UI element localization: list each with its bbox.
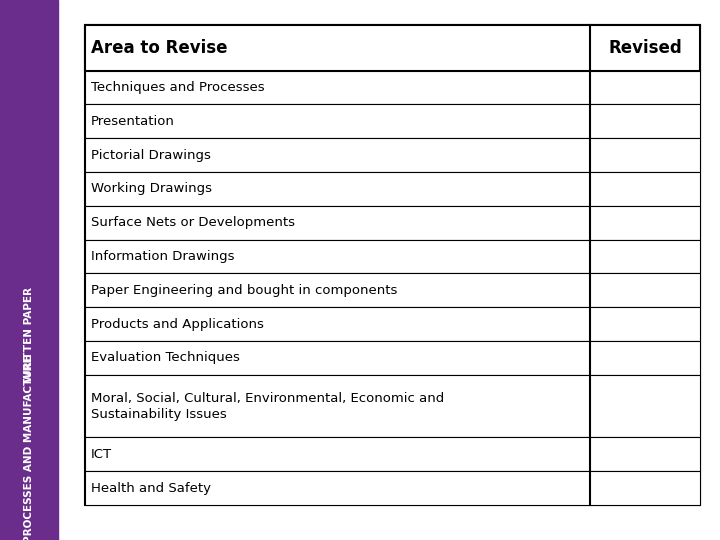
Bar <box>0 0 58 540</box>
Bar <box>85 341 700 375</box>
Text: Working Drawings: Working Drawings <box>91 183 212 195</box>
Text: Presentation: Presentation <box>91 115 175 128</box>
Bar <box>85 437 700 471</box>
Bar <box>85 25 700 71</box>
Text: Moral, Social, Cultural, Environmental, Economic and: Moral, Social, Cultural, Environmental, … <box>91 392 444 404</box>
Text: Pictorial Drawings: Pictorial Drawings <box>91 148 211 161</box>
Text: Evaluation Techniques: Evaluation Techniques <box>91 352 240 365</box>
Text: Surface Nets or Developments: Surface Nets or Developments <box>91 216 295 229</box>
Bar <box>85 71 700 104</box>
Bar <box>85 273 700 307</box>
Text: PROCESSES AND MANUFACTURE: PROCESSES AND MANUFACTURE <box>24 354 34 540</box>
Bar <box>85 375 700 437</box>
Text: Revised: Revised <box>608 39 682 57</box>
Bar <box>85 240 700 273</box>
Text: Paper Engineering and bought in components: Paper Engineering and bought in componen… <box>91 284 397 297</box>
Bar <box>85 471 700 505</box>
Bar <box>85 138 700 172</box>
Text: Information Drawings: Information Drawings <box>91 250 235 263</box>
Text: Techniques and Processes: Techniques and Processes <box>91 81 265 94</box>
Text: Products and Applications: Products and Applications <box>91 318 264 330</box>
Bar <box>85 172 700 206</box>
Text: Sustainability Issues: Sustainability Issues <box>91 408 227 421</box>
Bar <box>85 307 700 341</box>
Bar <box>85 104 700 138</box>
Text: WRITTEN PAPER: WRITTEN PAPER <box>24 287 34 382</box>
Bar <box>85 206 700 240</box>
Bar <box>85 25 700 505</box>
Text: Area to Revise: Area to Revise <box>91 39 228 57</box>
Text: Health and Safety: Health and Safety <box>91 482 211 495</box>
Text: ICT: ICT <box>91 448 112 461</box>
